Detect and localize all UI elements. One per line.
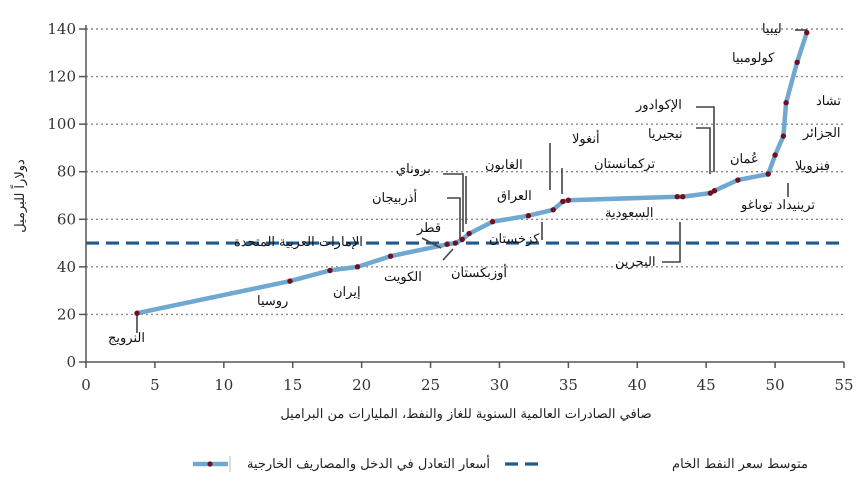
country-label: العراق [497,189,532,204]
country-label: أذربيجان [372,189,417,206]
country-label: ليبيا [762,22,782,37]
y-tick-label: 120 [47,68,76,86]
data-point [735,177,741,183]
data-point [711,188,718,194]
x-tick-label: 45 [697,376,716,394]
data-point [327,267,333,274]
country-label: أنغولا [572,130,600,147]
data-point [783,100,789,106]
data-point [525,213,532,219]
x-tick-label: 35 [559,376,578,394]
legend-breakeven-label: أسعار التعادل في الدخل والمصاريف الخارجي… [247,455,490,472]
country-label: روسيا [257,294,288,309]
country-label: إيران [333,285,361,300]
data-point [444,241,450,247]
leader-line [696,106,715,172]
label-leader-lines [136,29,807,333]
y-tick-label: 140 [47,20,76,38]
y-tick-label: 20 [57,305,76,323]
y-tick-label: 60 [57,210,76,228]
country-label: عُمان [730,151,759,167]
country-label: الإكوادور [635,98,682,113]
data-point [387,253,394,259]
x-tick-label: 40 [628,376,647,394]
y-tick-label: 0 [66,353,76,371]
data-point [489,218,496,225]
country-label: السعودية [605,206,654,221]
leader-line [696,127,711,174]
leader-line [442,248,454,261]
y-tick-label: 40 [57,258,76,276]
data-point [565,197,572,203]
data-point [765,171,771,177]
tick-labels: 0 20 40 60 80 100 120 140 0 5 10 15 20 25 30 35 40 45 50 55 [47,20,853,394]
data-point [452,240,459,246]
country-label: ترينيداد توباغو [740,198,815,213]
data-point [707,190,714,196]
leader-line [421,237,442,249]
x-tick-label: 25 [421,376,440,394]
country-label: كزخستان [489,232,540,247]
country-labels: النرويج روسيا إيران الكويت الإمارات العربية … [108,22,841,346]
country-label: فنزويلا [795,159,830,174]
legend-marker-swatch [207,461,213,467]
data-point [134,310,140,316]
country-label: الإمارات العربية المتحدة [234,235,363,250]
legend-crude-price-label: متوسط سعر النفط الخام [672,457,808,472]
country-label: النرويج [108,331,145,346]
country-label: نيجيريا [648,127,683,142]
x-tick-label: 20 [352,376,371,394]
x-axis-title: صافي الصادرات العالمية السنوية للغاز وال… [280,407,651,422]
y-tick-label: 80 [57,163,76,181]
data-point-markers [134,29,810,316]
leader-line [443,173,464,232]
country-label: بروناي [396,162,431,177]
data-point [287,278,293,284]
country-label: الغابون [485,158,523,173]
data-point [674,193,680,200]
leader-line [662,222,681,263]
x-tick-label: 50 [766,376,785,394]
country-label: أوزبكستان [451,264,507,281]
x-tick-label: 15 [283,376,302,394]
country-label: تشاد [816,94,841,109]
data-point [794,59,800,65]
y-axis-title: دولاراً للبرميل [10,159,28,233]
country-label: كولومبيا [732,51,775,66]
data-point [804,29,810,36]
y-tick-label: 100 [47,115,76,133]
country-label: الكويت [384,270,422,285]
x-tick-label: 55 [834,376,853,394]
country-label: البحرين [615,255,656,270]
data-point [772,152,778,158]
data-point [680,193,686,200]
data-point [459,236,465,243]
axes [85,25,844,363]
country-label: تركمانستان [594,157,655,172]
country-label: قطر [416,221,441,236]
x-tick-label: 30 [490,376,509,394]
country-label: الجزائر [802,126,841,141]
x-tick-label: 10 [214,376,233,394]
legend: أسعار التعادل في الدخل والمصاريف الخارجي… [193,455,808,472]
data-point [560,198,566,205]
data-point [354,264,361,270]
x-tick-label: 0 [81,376,91,394]
data-point [466,230,472,237]
leader-line [447,197,461,239]
gridlines [86,28,844,316]
data-point [550,207,556,213]
data-point [780,133,787,139]
x-tick-label: 5 [150,376,160,394]
